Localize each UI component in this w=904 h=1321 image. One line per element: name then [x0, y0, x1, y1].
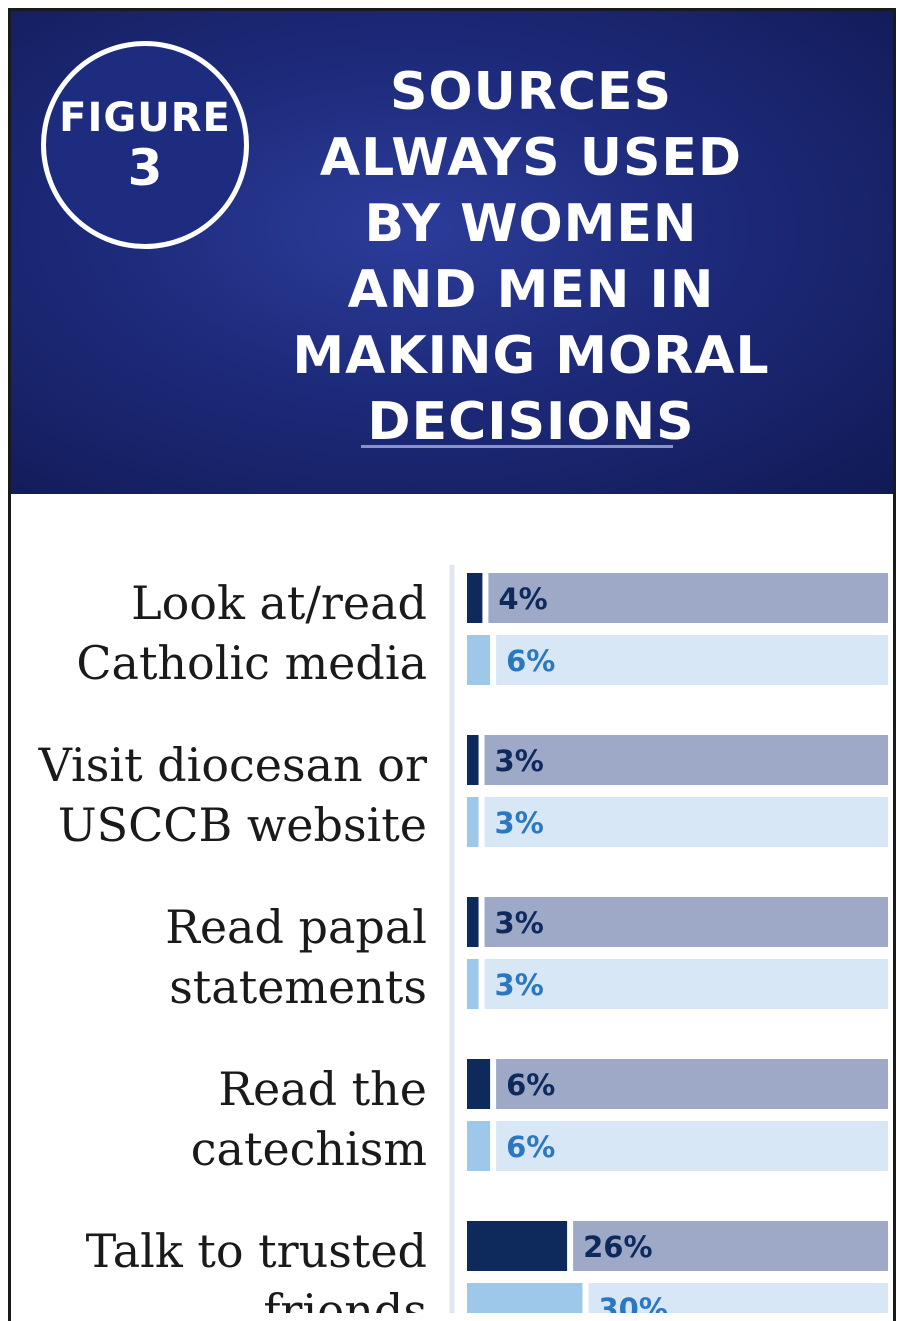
value-label: 3% — [495, 906, 544, 940]
category-label: friends — [263, 1284, 427, 1313]
category-label: Look at/read — [131, 576, 427, 630]
category-label: statements — [169, 960, 427, 1014]
chart-title-line: MAKING MORAL — [292, 326, 770, 386]
bar — [467, 573, 483, 623]
bar — [467, 897, 479, 947]
value-label: 26% — [583, 1230, 652, 1264]
figure-badge-number: 3 — [127, 139, 163, 197]
category-label: USCCB website — [58, 798, 427, 852]
bar — [467, 1121, 491, 1171]
category-label: Talk to trusted — [86, 1224, 427, 1278]
bar-track — [488, 573, 888, 623]
value-label: 3% — [495, 744, 544, 778]
category-label: catechism — [191, 1122, 427, 1176]
figure-badge: FIGURE 3 — [41, 41, 249, 249]
bar-track — [496, 1059, 888, 1109]
category-label: Visit diocesan or — [38, 738, 427, 792]
bar-track — [496, 635, 888, 685]
bar — [467, 735, 479, 785]
bar — [467, 1059, 491, 1109]
value-label: 30% — [599, 1292, 668, 1313]
bar — [467, 1221, 568, 1271]
bar — [467, 797, 479, 847]
chart-title-line: ALWAYS USED — [319, 128, 743, 188]
title-underline — [361, 445, 673, 448]
bar — [467, 959, 479, 1009]
bar-track — [484, 897, 888, 947]
bar-track — [573, 1221, 888, 1271]
value-label: 3% — [495, 968, 544, 1002]
value-label: 4% — [498, 582, 547, 616]
bar — [467, 635, 491, 685]
chart-title: SOURCES ALWAYS USED BY WOMEN AND MEN IN … — [261, 59, 801, 455]
value-label: 6% — [506, 1068, 555, 1102]
chart-title-line: SOURCES — [389, 62, 673, 122]
chart-title-line: DECISIONS — [367, 392, 695, 452]
value-label: 6% — [506, 644, 555, 678]
value-label: 6% — [506, 1130, 555, 1164]
figure-header: FIGURE 3 SOURCES ALWAYS USED BY WOMEN AN… — [11, 11, 893, 494]
figure-badge-word: FIGURE — [59, 95, 231, 141]
bar-track — [496, 1121, 888, 1171]
bar — [467, 1283, 583, 1313]
category-label: Read the — [218, 1062, 427, 1116]
bar-track — [484, 797, 888, 847]
category-label: Catholic media — [76, 636, 427, 690]
value-label: 3% — [495, 806, 544, 840]
chart-title-line: AND MEN IN — [347, 260, 715, 320]
chart-title-line: BY WOMEN — [364, 194, 698, 254]
bar-track — [484, 959, 888, 1009]
bar-track — [484, 735, 888, 785]
category-label: Read papal — [165, 900, 427, 954]
bar-track — [588, 1283, 888, 1313]
